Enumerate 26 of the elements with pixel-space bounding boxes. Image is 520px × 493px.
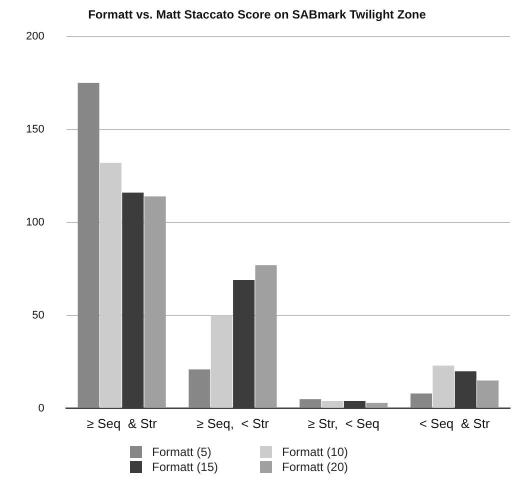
bar	[432, 366, 454, 408]
bar	[410, 394, 432, 408]
bar	[366, 402, 388, 408]
bar	[78, 82, 100, 408]
legend-label: Formatt (5)	[152, 444, 212, 458]
bar	[188, 369, 210, 408]
y-tick-label: 200	[26, 30, 44, 42]
legend-label: Formatt (10)	[282, 444, 348, 458]
bar	[300, 399, 322, 408]
x-tick-label: < Seq & Str	[419, 416, 490, 431]
bar	[100, 162, 122, 408]
y-tick-label: 150	[26, 123, 44, 136]
bar	[210, 315, 232, 408]
bar	[144, 196, 166, 408]
legend-label: Formatt (15)	[152, 460, 218, 474]
chart-title: Formatt vs. Matt Staccato Score on SABmark Twilight Zone	[88, 8, 426, 22]
x-tick-label: ≥ Seq, < Str	[196, 416, 270, 431]
legend-label: Formatt (20)	[282, 460, 348, 474]
bar	[322, 400, 344, 408]
y-tick-label: 0	[38, 402, 44, 414]
bar	[255, 265, 277, 408]
x-tick-label: ≥ Str, < Seq	[308, 416, 380, 431]
x-tick-label: ≥ Seq & Str	[86, 416, 158, 431]
y-tick-label: 50	[32, 309, 44, 322]
bar	[477, 380, 499, 408]
y-tick-label: 100	[26, 216, 44, 228]
